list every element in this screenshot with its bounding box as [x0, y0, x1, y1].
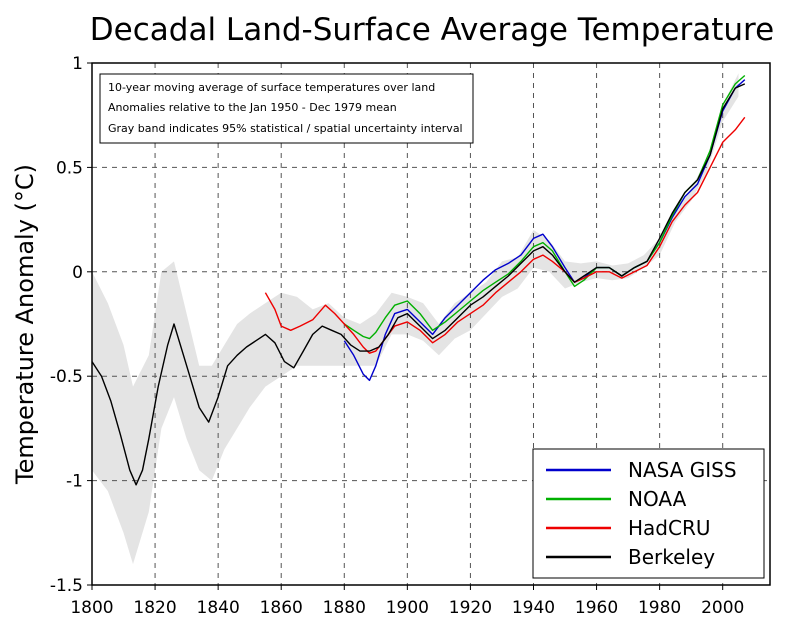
legend-items: NASA GISS NOAA HadCRU Berkeley: [546, 458, 737, 569]
series-line-nasa-giss: [343, 79, 746, 382]
tick-label-layer: 1800 1820 1840 1860 1880 1900 1920 1940 1960 1980…: [50, 54, 745, 618]
legend-label-nasa-giss: NASA GISS: [628, 458, 737, 482]
series-line-berkeley: [91, 83, 746, 486]
legend-label-berkeley: Berkeley: [628, 545, 715, 569]
x-tick-label-1800: 1800: [70, 598, 113, 618]
y-tick-label--0_5: -0.5: [50, 367, 83, 387]
x-tick-label-1960: 1960: [575, 598, 618, 618]
y-axis-label: Temperature Anomaly (°C): [11, 164, 39, 485]
series-layer: [91, 74, 746, 486]
y-tick-label--1_5: -1.5: [50, 576, 83, 596]
legend: NASA GISS NOAA HadCRU Berkeley: [532, 448, 765, 579]
x-tick-label-1980: 1980: [638, 598, 681, 618]
annotation-box: 10-year moving average of surface temper…: [99, 73, 474, 144]
x-tick-label-1920: 1920: [449, 598, 492, 618]
annotation-line-3: Gray band indicates 95% statistical / sp…: [108, 122, 463, 135]
plot-frame: [91, 62, 771, 586]
annotation-line-2: Anomalies relative to the Jan 1950 - Dec…: [108, 101, 397, 114]
series-line-hadcru: [264, 116, 746, 354]
axis-layer: [91, 62, 771, 586]
y-tick-label--1: -1: [66, 472, 83, 492]
x-tick-label-1900: 1900: [386, 598, 429, 618]
annotation-line-1: 10-year moving average of surface temper…: [108, 81, 435, 94]
legend-label-noaa: NOAA: [628, 487, 687, 511]
x-tick-label-1880: 1880: [323, 598, 366, 618]
uncertainty-band-layer: [92, 73, 739, 565]
legend-label-hadcru: HadCRU: [628, 516, 711, 540]
x-tick-label-1840: 1840: [197, 598, 240, 618]
x-tick-label-2000: 2000: [701, 598, 744, 618]
y-tick-label-0_5: 0.5: [56, 158, 83, 178]
y-tick-label-1: 1: [72, 54, 83, 74]
x-tick-label-1860: 1860: [260, 598, 303, 618]
series-line-noaa: [343, 74, 746, 340]
annotation-frame: [99, 73, 474, 144]
x-tick-label-1940: 1940: [512, 598, 555, 618]
y-tick-label-0: 0: [72, 263, 83, 283]
chart-title: Decadal Land-Surface Average Temperature: [90, 12, 774, 48]
x-tick-label-1820: 1820: [133, 598, 176, 618]
uncertainty-band: [92, 73, 739, 565]
